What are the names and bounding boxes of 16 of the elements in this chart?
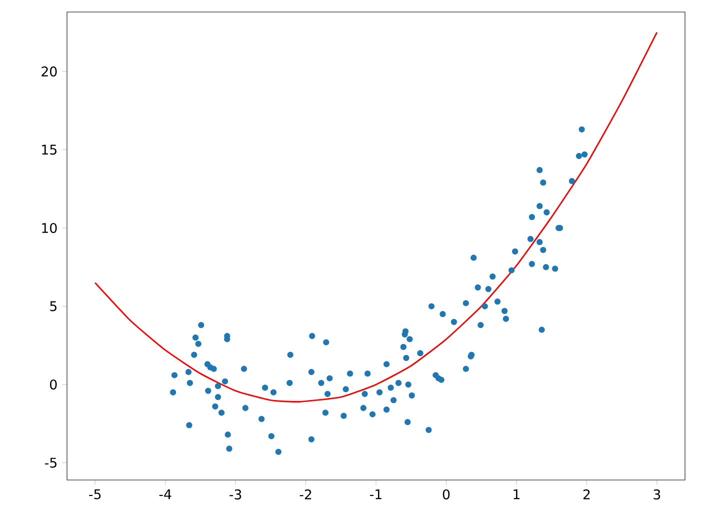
x-tick-label: -3 [230,489,242,500]
x-tick-label: 1 [514,489,520,500]
y-tick-label: 15 [42,144,56,155]
line-series [94,32,658,402]
y-tick-label: -5 [44,458,56,468]
y-tick-label: 5 [50,301,56,312]
x-tick-label: -1 [370,489,382,500]
x-tick-label: -5 [89,489,101,500]
y-tick-label: 0 [50,379,57,390]
x-tick-label: -2 [300,489,312,500]
y-tick-label: 10 [42,222,57,234]
x-tick-label: 2 [583,489,590,500]
x-tick-label: -4 [159,489,172,500]
y-tick-label: 20 [42,66,57,77]
x-tick-label: 0 [442,489,450,500]
x-tick-label: 3 [654,489,660,500]
